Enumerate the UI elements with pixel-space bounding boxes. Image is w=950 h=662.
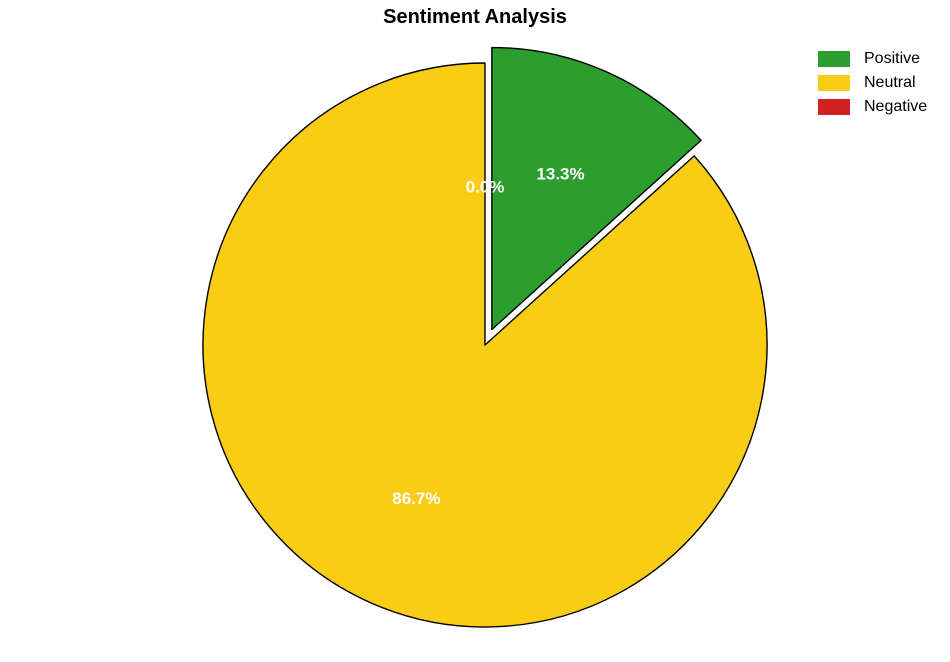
legend-item-negative: Negative	[818, 95, 927, 119]
legend-label-neutral: Neutral	[864, 74, 916, 92]
legend-swatch-neutral	[818, 75, 850, 91]
legend-label-positive: Positive	[864, 50, 920, 68]
slice-label-neutral: 86.7%	[392, 489, 440, 508]
legend-item-neutral: Neutral	[818, 71, 927, 95]
slice-label-positive: 13.3%	[536, 164, 584, 183]
legend-swatch-positive	[818, 51, 850, 67]
slice-label-negative: 0.0%	[466, 178, 505, 197]
legend: Positive Neutral Negative	[818, 47, 927, 119]
pie-chart: 86.7% 13.3% 0.0%	[0, 0, 950, 662]
legend-swatch-negative	[818, 99, 850, 115]
legend-label-negative: Negative	[864, 98, 927, 116]
legend-item-positive: Positive	[818, 47, 927, 71]
